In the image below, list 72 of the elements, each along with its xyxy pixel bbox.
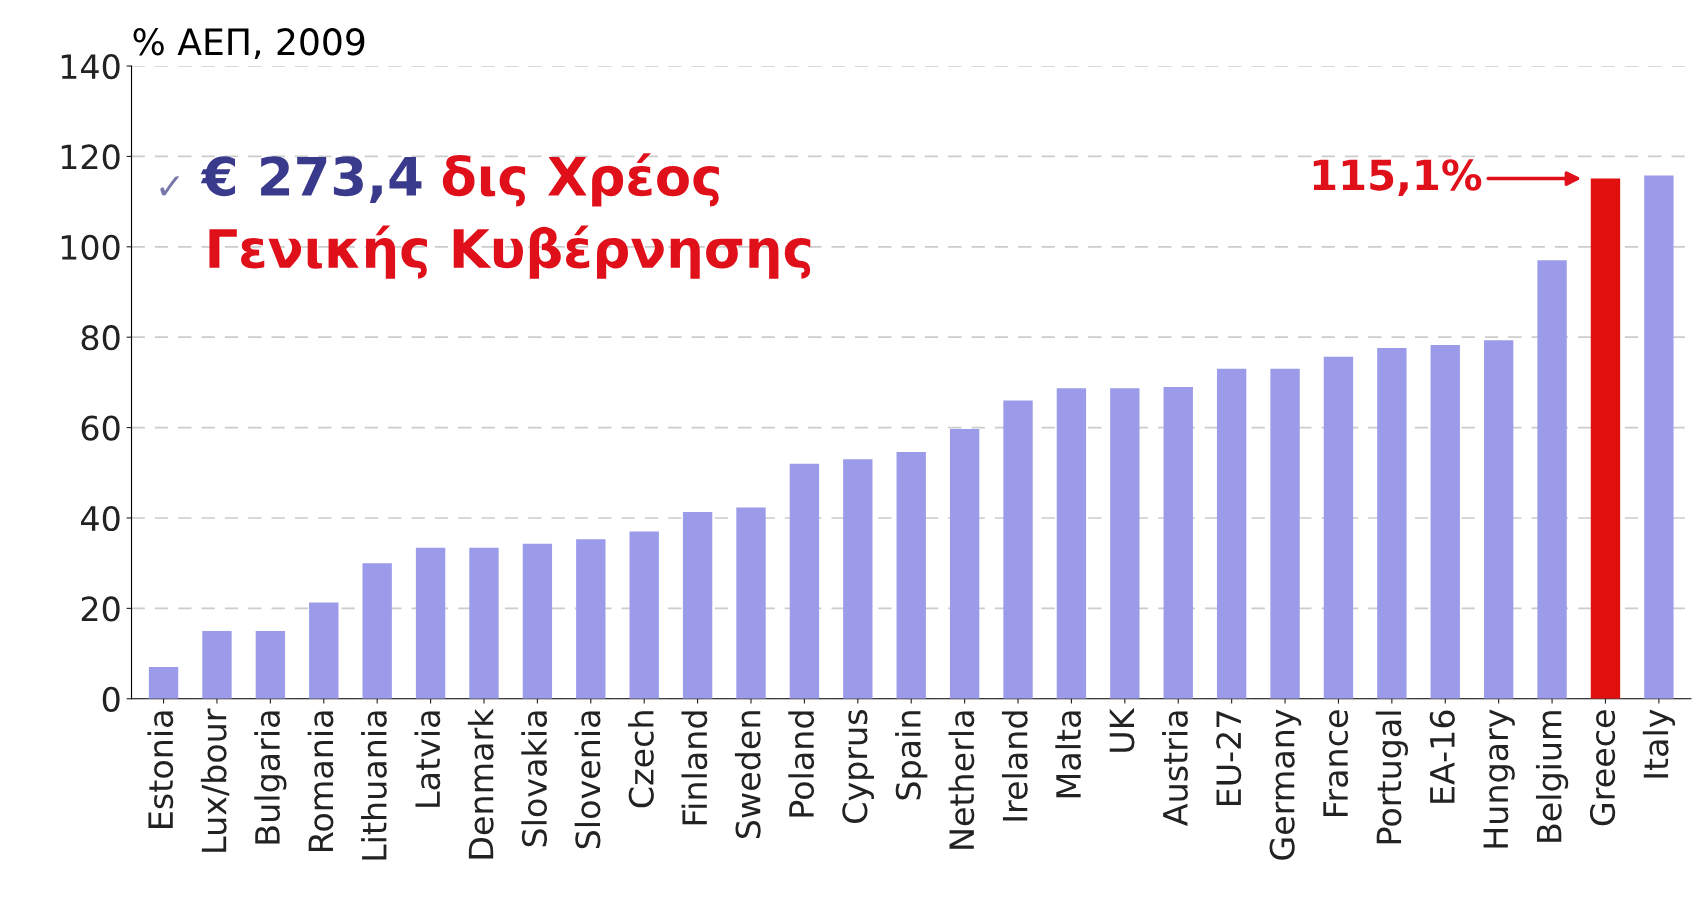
x-tick-label: Lithuania — [361, 711, 387, 860]
y-tick-label: 60 — [81, 415, 120, 441]
x-tick-label: Germany — [1269, 709, 1302, 860]
x-tick-label: Czech — [628, 711, 654, 808]
x-tick-label: Romania — [307, 711, 334, 851]
bar — [896, 451, 926, 699]
y-tick-label: 0 — [102, 686, 120, 712]
x-tick-label: Finland — [681, 711, 708, 825]
bar — [148, 667, 179, 699]
bar — [576, 539, 606, 699]
x-tick-label: Lux/bour — [200, 708, 230, 852]
bar — [629, 531, 659, 699]
y-tick-label: 100 — [61, 234, 120, 260]
x-tick-label: Portugal — [1375, 711, 1408, 844]
x-tick-label: Spain — [895, 711, 928, 800]
bar — [255, 630, 286, 699]
y-tick-label: 20 — [81, 596, 120, 622]
annotation: Γενικής Κυβέρνησης — [209, 225, 811, 279]
y-tick-label: 40 — [81, 505, 120, 532]
bar — [1377, 348, 1407, 699]
bar — [1270, 368, 1300, 699]
bar — [1003, 400, 1033, 699]
bar — [469, 547, 499, 699]
bar — [202, 630, 232, 699]
x-tick-label: Malta — [1055, 711, 1082, 798]
bar — [415, 547, 446, 699]
x-tick-label: Netherla — [948, 711, 975, 849]
bar — [843, 459, 873, 699]
bar — [522, 543, 553, 699]
x-tick-label: Hungary — [1483, 709, 1515, 848]
x-tick-label: Denmark — [467, 708, 494, 859]
annotation: € 273,4 — [200, 156, 422, 203]
x-tick-label: Greece — [1589, 710, 1616, 826]
bar — [1537, 260, 1567, 699]
x-tick-label: Estonia — [147, 711, 174, 828]
x-tick-label: Italy — [1642, 709, 1676, 778]
bar — [1590, 178, 1621, 699]
bar — [682, 512, 713, 699]
bar — [1483, 340, 1514, 699]
x-tick-label: Slovenia — [574, 711, 601, 849]
x-tick-label: EA-16 — [1429, 710, 1455, 803]
bar — [362, 563, 392, 699]
bar — [309, 602, 339, 699]
x-tick-label: EU-27 — [1216, 711, 1242, 806]
x-tick-label: France — [1323, 710, 1349, 817]
x-tick-label: Slovakia — [521, 711, 548, 847]
bar — [1110, 388, 1140, 699]
chart-title: % ΑΕΠ, 2009 — [133, 28, 365, 60]
y-tick-label: 80 — [81, 325, 120, 351]
x-tick-label: Cyprus — [842, 710, 874, 823]
x-tick-label: Poland — [788, 711, 815, 817]
annotation: 115,1% — [1313, 159, 1482, 196]
annotation: ✓ — [160, 176, 180, 196]
bar — [1163, 386, 1193, 699]
bar — [1644, 175, 1674, 699]
y-tick-label: 120 — [61, 144, 120, 170]
annotation: δις Χρέος — [442, 153, 719, 207]
x-tick-label: Ireland — [1001, 711, 1028, 821]
x-tick-label: UK — [1109, 707, 1135, 752]
x-tick-label: Belgium — [1535, 711, 1569, 842]
x-tick-label: Latvia — [414, 711, 441, 807]
bar — [789, 463, 820, 699]
y-tick-label: 140 — [61, 53, 120, 80]
bar — [1323, 356, 1354, 699]
bar — [736, 507, 766, 699]
bar — [1216, 368, 1247, 699]
bar — [1056, 388, 1087, 699]
bar — [1430, 344, 1460, 699]
bar — [949, 428, 980, 699]
x-tick-label: Austria — [1162, 711, 1188, 826]
x-tick-label: Bulgaria — [254, 711, 287, 844]
x-tick-label: Sweden — [734, 711, 761, 839]
